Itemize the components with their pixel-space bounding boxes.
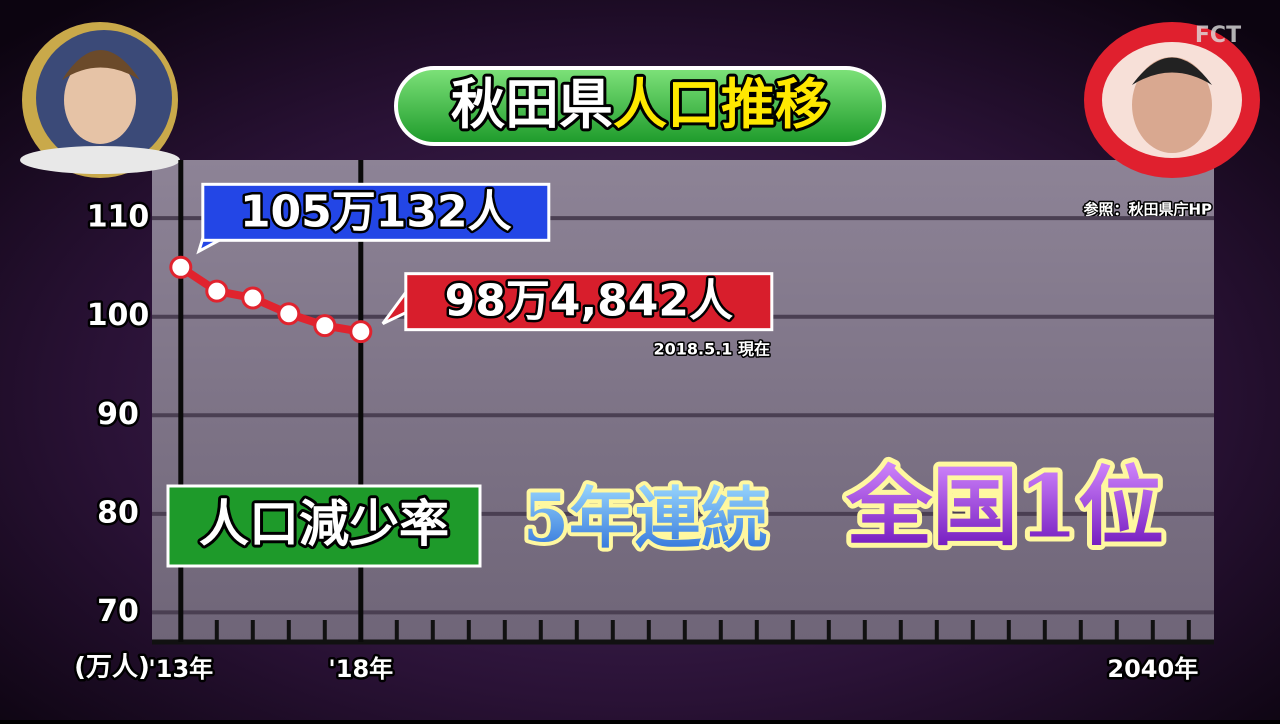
y-tick-label: 90 xyxy=(97,397,139,432)
y-tick-label: 80 xyxy=(97,495,139,530)
x-tick-label: 2040年 xyxy=(1107,655,1198,683)
data-point xyxy=(205,279,229,303)
data-point xyxy=(241,286,265,310)
x-tick-label: '13年 xyxy=(148,655,213,683)
caption-label: 人口減少率 xyxy=(199,494,449,553)
y-tick-label: 110 xyxy=(87,200,150,235)
title-highlight: 人口推移 xyxy=(613,73,829,136)
presenter-left xyxy=(20,22,180,178)
value-label: 105万132人 xyxy=(240,186,512,237)
title-lead: 秋田県 xyxy=(451,73,613,136)
y-unit: (万人) xyxy=(74,653,150,683)
data-point xyxy=(277,302,301,326)
value-label: 98万4,842人 xyxy=(445,276,733,327)
chart-title: 秋田県人口推移 xyxy=(451,73,829,136)
source-note: 参照：秋田県庁HP xyxy=(1083,201,1212,219)
presenter-right xyxy=(1084,22,1260,178)
value-label-box xyxy=(404,272,774,332)
y-tick-label: 100 xyxy=(87,298,150,333)
y-tick-label: 70 xyxy=(97,594,139,629)
caption-box xyxy=(166,484,482,568)
data-point xyxy=(169,255,193,279)
data-point xyxy=(349,320,373,344)
title-pill xyxy=(394,66,886,146)
caption-streak: 5年連続 xyxy=(523,479,767,557)
channel-logo: FCT xyxy=(1195,23,1241,48)
value-label-box xyxy=(201,182,551,242)
as-of-note: 2018.5.1 現在 xyxy=(653,340,770,359)
data-point xyxy=(313,314,337,338)
x-tick-label: '18年 xyxy=(328,655,393,683)
caption-rank: 全国1位 xyxy=(845,457,1164,558)
